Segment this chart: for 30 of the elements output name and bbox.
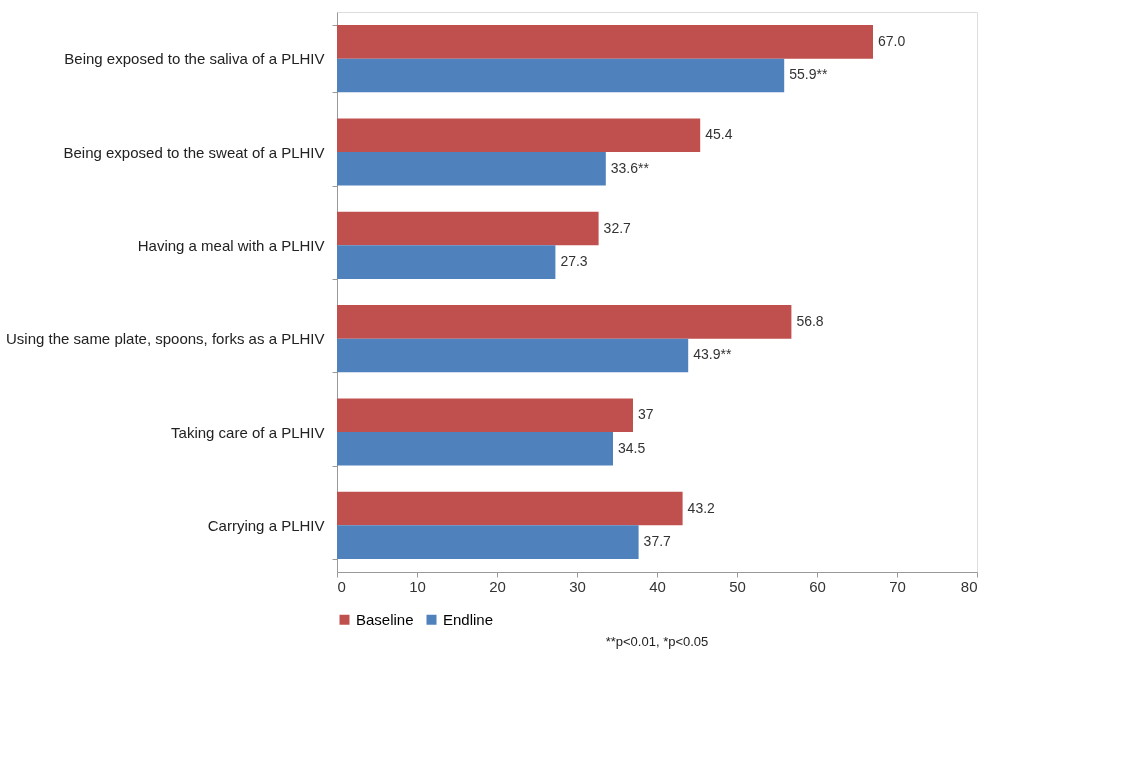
data-label: 34.5 bbox=[618, 439, 646, 456]
y-tick-label: Taking care of a PLHIV bbox=[171, 423, 325, 441]
data-label: 45.4 bbox=[705, 126, 733, 143]
y-tick-label: Having a meal with a PLHIV bbox=[137, 236, 325, 254]
x-tick-label: 10 bbox=[409, 577, 426, 595]
data-label: 67.0 bbox=[878, 32, 906, 49]
data-label: 32.7 bbox=[603, 219, 632, 236]
data-label: 37.7 bbox=[643, 533, 672, 550]
legend-label: Baseline bbox=[356, 610, 414, 628]
data-label: 43.9** bbox=[693, 346, 732, 363]
y-tick-label: Being exposed to the saliva of a PLHIV bbox=[64, 50, 325, 68]
x-tick-label: 70 bbox=[889, 577, 906, 595]
x-tick-label: 60 bbox=[809, 577, 826, 595]
x-tick-label: 30 bbox=[569, 577, 586, 595]
data-label: 56.8 bbox=[796, 312, 824, 329]
x-tick-label: 20 bbox=[489, 577, 506, 595]
y-tick-label: Carrying a PLHIV bbox=[207, 516, 325, 534]
y-tick-label: Being exposed to the sweat of a PLHIV bbox=[63, 143, 325, 161]
x-tick-label: 50 bbox=[729, 577, 746, 595]
data-label: 37 bbox=[638, 406, 654, 423]
text: **p<0.01, *p<0.05 bbox=[605, 634, 709, 649]
x-tick-label: 80 bbox=[960, 577, 978, 595]
x-tick-label: 40 bbox=[649, 577, 666, 595]
data-label: 27.3 bbox=[560, 253, 588, 270]
x-tick-label: 0 bbox=[337, 577, 346, 595]
legend-label: Endline bbox=[443, 610, 494, 628]
y-tick-label: Using the same plate, spoons, forks as a PLHIV bbox=[6, 330, 325, 348]
data-label: 43.2 bbox=[687, 499, 716, 516]
data-label: 55.9** bbox=[789, 66, 828, 83]
data-label: 33.6** bbox=[610, 159, 650, 176]
